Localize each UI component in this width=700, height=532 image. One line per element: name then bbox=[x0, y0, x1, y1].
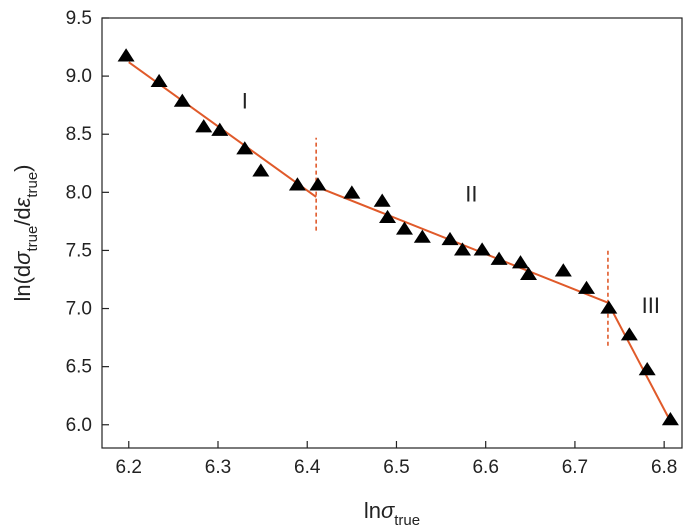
data-point-triangle bbox=[379, 209, 397, 223]
data-point-triangle bbox=[453, 242, 471, 256]
data-point-triangle bbox=[490, 251, 508, 265]
region-label: II bbox=[465, 182, 477, 207]
y-tick-label: 7.5 bbox=[66, 240, 92, 261]
data-point-triangle bbox=[473, 242, 491, 256]
x-tick-label: 6.5 bbox=[383, 457, 409, 478]
axis-tick-labels: 6.2 6.3 6.4 6.5 6.6 6.7 6.8 6.0 6.5 7.0 7.5 8.0 8.5 9… bbox=[66, 8, 678, 478]
data-point-triangle bbox=[343, 185, 361, 199]
y-axis-title-symbol-1: σ bbox=[10, 251, 35, 265]
plot-frame bbox=[101, 17, 683, 449]
y-axis-title: ln(dσtrue/dεtrue) bbox=[10, 164, 41, 301]
data-point-triangle bbox=[195, 119, 213, 133]
fit-lines bbox=[128, 61, 672, 422]
data-point-triangle bbox=[173, 93, 191, 107]
y-tick-label: 8.0 bbox=[66, 182, 92, 203]
data-point-triangle bbox=[252, 163, 270, 177]
y-tick-label: 6.5 bbox=[66, 357, 92, 378]
y-axis-title-subscript-1: true bbox=[24, 226, 41, 252]
data-point-triangle bbox=[413, 229, 431, 243]
x-tick-label: 6.7 bbox=[562, 457, 588, 478]
x-axis-title-symbol: σ bbox=[381, 498, 395, 523]
regime-boundaries bbox=[315, 137, 609, 346]
data-point-triangle bbox=[309, 177, 327, 191]
data-point-triangle bbox=[638, 362, 656, 376]
y-tick-label: 8.5 bbox=[66, 124, 92, 145]
data-point-triangle bbox=[117, 48, 135, 62]
x-tick-label: 6.3 bbox=[205, 457, 231, 478]
data-point-triangle bbox=[288, 177, 306, 191]
data-point-triangle bbox=[600, 300, 618, 314]
y-axis-title-tail: ) bbox=[10, 164, 35, 171]
data-point-triangle bbox=[395, 221, 413, 235]
y-axis-title-middle: /d bbox=[10, 207, 35, 225]
data-point-triangle bbox=[520, 266, 538, 280]
y-tick-label: 7.0 bbox=[66, 299, 92, 320]
data-point-triangle bbox=[236, 141, 254, 155]
x-tick-label: 6.2 bbox=[116, 457, 142, 478]
y-axis-title-symbol-2: ε bbox=[10, 197, 35, 207]
data-point-triangle bbox=[578, 280, 596, 294]
x-axis-title-main: ln bbox=[364, 498, 381, 523]
y-tick-label: 6.0 bbox=[66, 415, 92, 436]
x-tick-label: 6.8 bbox=[651, 457, 677, 478]
region-label: III bbox=[642, 293, 660, 318]
region-label: I bbox=[242, 89, 248, 114]
data-point-triangle bbox=[373, 193, 391, 207]
x-tick-label: 6.6 bbox=[472, 457, 498, 478]
y-tick-label: 9.5 bbox=[66, 8, 92, 29]
data-point-triangle bbox=[441, 231, 459, 246]
x-axis-title-subscript: true bbox=[394, 512, 420, 529]
data-point-triangle bbox=[150, 73, 168, 88]
x-axis-title: lnσtrue bbox=[364, 498, 420, 529]
y-axis-title-main: ln(d bbox=[10, 265, 35, 302]
y-tick-label: 9.0 bbox=[66, 66, 92, 87]
axis-ticks bbox=[102, 17, 665, 448]
y-axis-title-subscript-2: true bbox=[24, 172, 41, 198]
data-point-triangle bbox=[511, 255, 529, 269]
data-point-triangle bbox=[661, 412, 679, 426]
fit-line-segment bbox=[607, 302, 672, 422]
data-points bbox=[117, 48, 679, 426]
data-point-triangle bbox=[211, 122, 229, 136]
data-point-triangle bbox=[554, 263, 572, 277]
data-point-triangle bbox=[620, 327, 638, 341]
x-tick-label: 6.4 bbox=[294, 457, 321, 478]
